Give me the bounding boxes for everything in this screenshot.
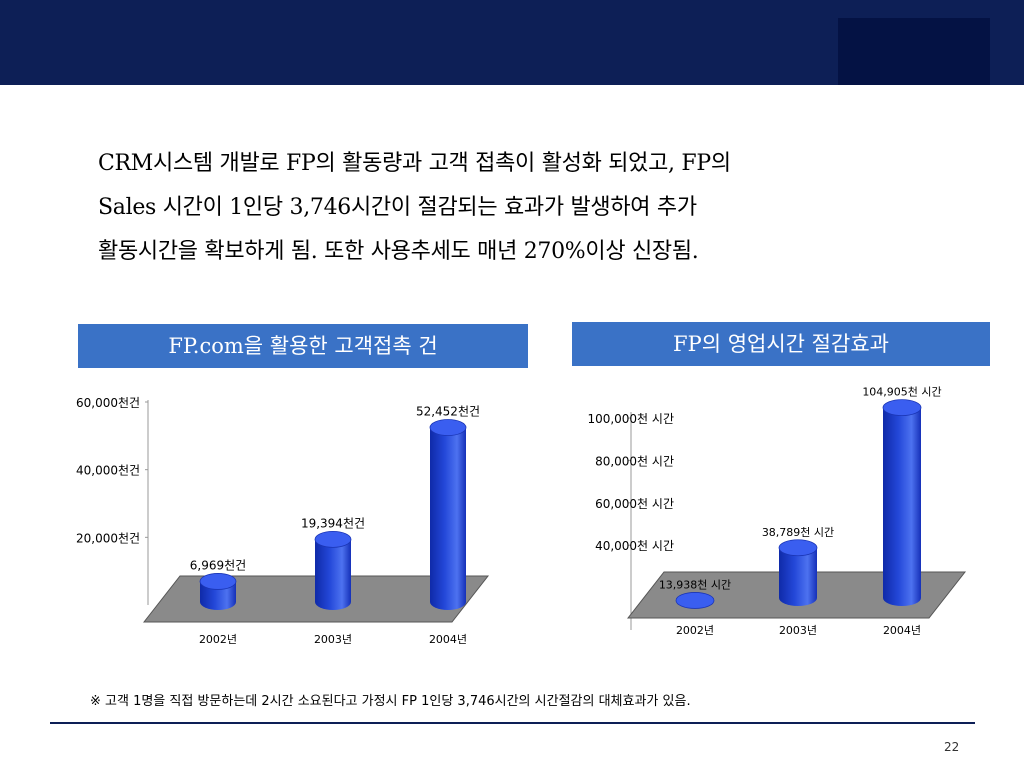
y-tick-label: 20,000천건 [76, 530, 140, 545]
y-tick-label: 60,000천건 [76, 395, 140, 410]
bar-top [199, 573, 237, 590]
left-chart-header: FP.com을 활용한 고객접촉 건 [78, 324, 528, 368]
intro-paragraph: CRM시스템 개발로 FP의 활동량과 고객 접촉이 활성화 되었고, FP의 … [98, 142, 978, 274]
category-label: 2003년 [314, 633, 352, 646]
page-number: 22 [944, 740, 960, 754]
bar-top [429, 419, 467, 436]
intro-line-3: 활동시간을 확보하게 됨. 또한 사용추세도 매년 270%이상 신장됨. [98, 239, 699, 264]
bar [315, 539, 351, 610]
category-label: 2004년 [429, 633, 467, 646]
y-tick-label: 40,000천 시간 [595, 538, 674, 553]
bar [883, 407, 921, 606]
value-label: 6,969천건 [190, 557, 246, 572]
top-banner [0, 0, 1024, 85]
customer-contact-chart: 20,000천건 40,000천건 60,000천건 6,969천건 2002년 19,3… [76, 395, 490, 646]
right-chart-header: FP의 영업시간 절감효과 [572, 322, 990, 366]
y-tick-label: 60,000천 시간 [595, 496, 674, 511]
bar-top [882, 399, 922, 417]
intro-line-2: Sales 시간이 1인당 3,746시간이 절감되는 효과가 발생하여 추가 [98, 195, 697, 220]
bottom-divider [50, 722, 975, 724]
intro-line-1: CRM시스템 개발로 FP의 활동량과 고객 접촉이 활성화 되었고, FP의 [98, 151, 731, 176]
bar-top [778, 539, 818, 557]
bar-top [314, 530, 352, 548]
footnote: ※ 고객 1명을 직접 방문하는데 2시간 소요된다고 가정시 FP 1인당 3… [90, 694, 691, 709]
bar-top [675, 592, 715, 609]
bar [430, 427, 466, 610]
sales-time-saving-chart: 40,000천 시간 60,000천 시간 80,000천 시간 100,000천 시… [587, 385, 967, 637]
banner-accent-block [838, 18, 990, 85]
category-label: 2002년 [676, 624, 714, 637]
value-label: 38,789천 시간 [762, 525, 834, 539]
value-label: 104,905천 시간 [862, 385, 941, 399]
y-tick-label: 100,000천 시간 [587, 411, 674, 426]
y-tick-label: 40,000천건 [76, 463, 140, 478]
bar [779, 547, 817, 606]
y-tick-label: 80,000천 시간 [595, 453, 674, 468]
value-label: 19,394천건 [301, 515, 365, 530]
value-label: 52,452천건 [416, 404, 480, 419]
category-label: 2004년 [883, 624, 921, 637]
category-label: 2003년 [779, 624, 817, 637]
category-label: 2002년 [199, 633, 237, 646]
value-label: 13,938천 시간 [659, 577, 731, 591]
